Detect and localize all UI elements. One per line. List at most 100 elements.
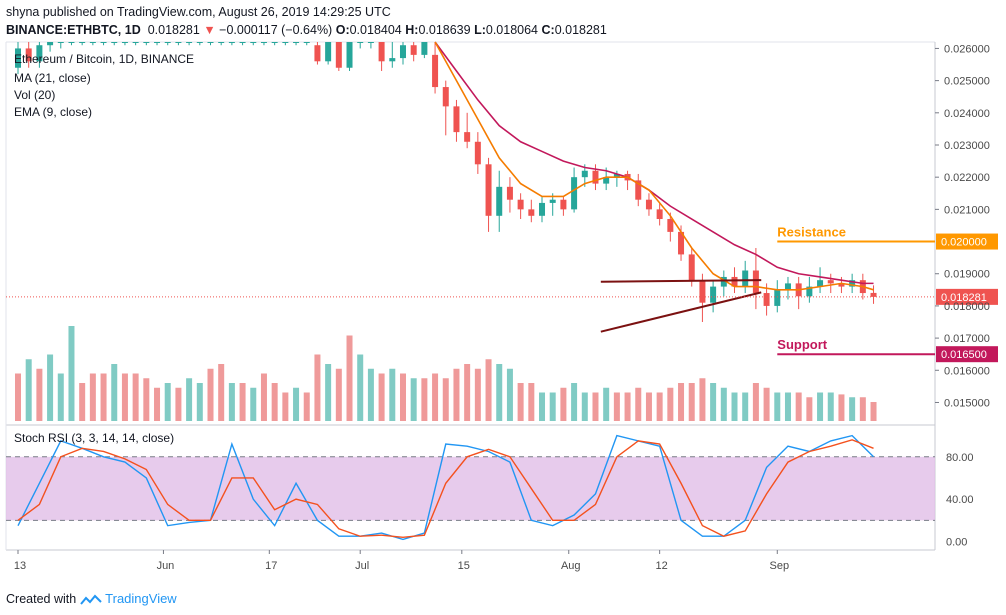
open-label: O: [335,23,350,37]
candle-body [239,42,246,43]
candle-body [218,42,225,43]
volume-bar [218,364,225,421]
candle-body [410,45,417,55]
volume-bar [378,373,385,421]
candle-body [720,276,727,287]
candle-body [731,276,738,287]
volume-bar [635,387,642,421]
volume-bar [517,383,524,421]
volume-bar [196,383,203,421]
candle-body [293,42,300,43]
tradingview-brand[interactable]: TradingView [105,591,177,606]
last-price-tag-label: 0.018281 [941,292,987,304]
candle-body [271,42,278,43]
candle-body [100,42,107,43]
volume-bar [806,397,813,421]
candle-body [699,280,706,303]
candle-body [303,42,310,43]
stoch-tick-label-2: 0.00 [946,537,967,549]
candle-body [421,42,428,55]
candle-body [325,42,332,62]
volume-bar [592,392,599,421]
candle-body [742,270,749,287]
volume-bar [528,383,535,421]
time-tick-label-2: 17 [265,560,277,572]
stoch-k-line [17,434,875,541]
legend-title[interactable]: Ethereum / Bitcoin, 1D, BINANCE [14,52,195,66]
volume-bar [817,392,824,421]
volume-bar [79,383,86,421]
price-tick-label-5: 0.021000 [944,204,990,216]
volume-bar [849,397,856,421]
volume-bar [25,359,32,421]
volume-bar [399,373,406,421]
volume-bar [314,354,321,421]
candle-body [667,219,674,232]
volume-bar [827,392,834,421]
volume-bar [560,387,567,421]
candle-body [603,177,610,184]
candle-body [442,87,449,107]
time-tick-label-0: 13 [14,560,26,572]
volume-bar [239,383,246,421]
candle-body [474,141,481,165]
legend-ema[interactable]: EMA (9, close) [14,105,93,119]
candle-body [25,48,32,62]
volume-bar [645,392,652,421]
candle-body [175,42,182,43]
price-tick-label-2: 0.024000 [944,108,990,120]
published-line: shyna published on TradingView.com, Augu… [6,5,391,19]
candle-body [581,170,588,178]
volume-bar [763,387,770,421]
candle-body [79,42,86,43]
legend-vol[interactable]: Vol (20) [14,88,56,102]
price-tick-label-3: 0.023000 [944,140,990,152]
tradingview-logo-icon[interactable] [79,592,105,606]
stoch-d-line [17,439,874,538]
volume-bar [464,364,471,421]
candle-body [485,164,492,216]
volume-bar [624,392,631,421]
volume-bar [15,373,21,421]
symbol-label: BINANCE:ETHBTC, 1D [6,23,141,37]
price-tick-label-4: 0.022000 [944,172,990,184]
footer: Created with TradingView [6,591,177,606]
candle-body [464,132,471,142]
candle-body [68,42,75,43]
candle-body [389,58,396,62]
candle-body [15,48,21,68]
stoch-tick-label-0: 80.00 [946,452,974,464]
volume-bar [656,392,663,421]
volume-bar [100,373,107,421]
triangle-trendline-1 [600,291,762,333]
volume-bar [346,335,353,421]
volume-bar [121,373,128,421]
volume-bar [89,373,96,421]
ema-9-line [434,41,874,291]
candle-body [784,283,791,290]
candle-body [645,199,652,210]
volume-bar [367,368,374,421]
time-tick-label-1: Jun [157,560,175,572]
volume-bar [432,373,439,421]
volume-bar [720,387,727,421]
volume-bar [186,378,193,421]
low-value: 0.018064 [485,23,539,37]
legend-stoch-rsi[interactable]: Stoch RSI (3, 3, 14, 14, close) [14,431,175,445]
candle-body [571,177,578,210]
candle-body [817,280,824,287]
volume-bar [36,368,43,421]
volume-bar [485,359,492,421]
open-value: 0.018404 [349,23,402,37]
candle-body [154,42,161,43]
candle-body [688,254,695,281]
legend-ma[interactable]: MA (21, close) [14,71,91,85]
volume-bar [111,364,118,421]
volume-bar [496,364,503,421]
candle-body [346,42,353,68]
volume-bar [774,392,781,421]
volume-bar [581,392,588,421]
volume-bar [410,378,417,421]
ohlc-header: BINANCE:ETHBTC, 1D 0.018281 ▼ −0.000117 … [6,23,607,37]
